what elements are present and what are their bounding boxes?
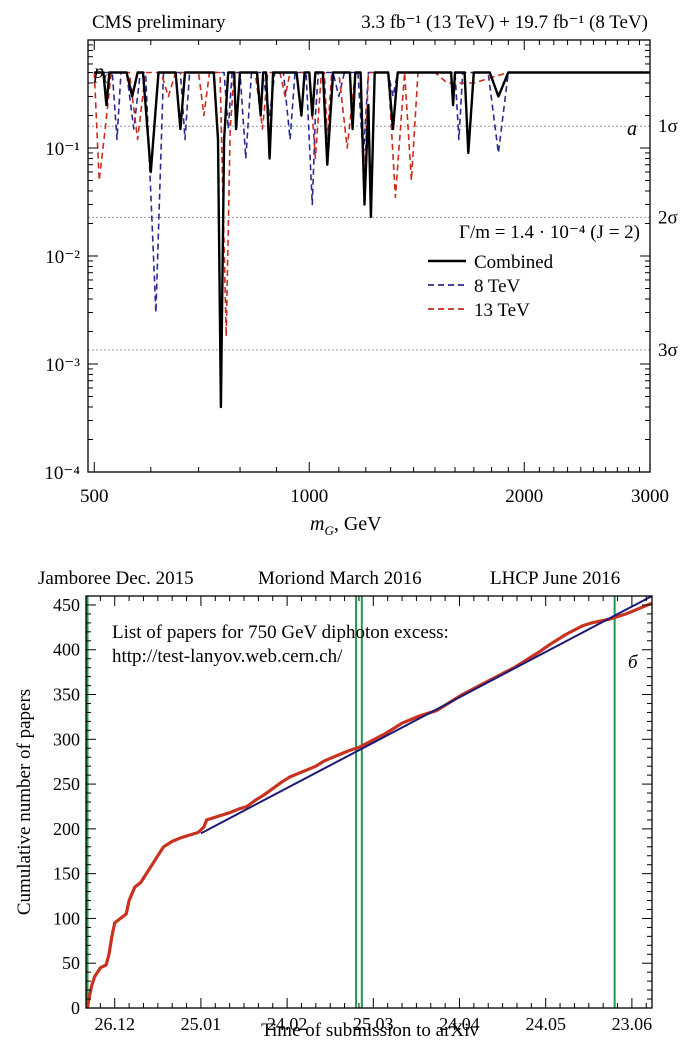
legend-label-2: 8 TeV [474, 276, 521, 297]
y-tick-label: 0 [71, 998, 80, 1018]
x-tick-label-3000: 3000 [631, 486, 669, 507]
panel-a-xticks: 500 1000 2000 3000 [80, 40, 669, 507]
panel-a-series [93, 71, 650, 409]
panel-a-xlabel-sub: G [324, 523, 334, 538]
series-line-13-tev [93, 71, 650, 338]
panel-b-xticks: 26.12 25.01 24.02 25.03 24.04 24.05 23.06 [85, 596, 653, 1034]
panel-a: CMS preliminary 3.3 fb⁻¹ (13 TeV) + 19.7… [44, 12, 677, 538]
panel-b-yticks: 0 50 100 150 200 250 300 350 400 450 [53, 595, 652, 1018]
series-line-fit [200, 595, 653, 835]
x-tick-label: 24.05 [525, 1014, 566, 1034]
y-tick-label: 200 [53, 819, 80, 839]
panel-a-yticks: 10⁻¹ 10⁻² 10⁻³ 10⁻⁴ [44, 39, 650, 484]
panel-a-ylabel-sub: 0 [104, 71, 111, 86]
panel-b-annotation-1: List of papers for 750 GeV diphoton exce… [112, 622, 449, 643]
panel-b-top-label-2: Moriond March 2016 [258, 568, 422, 589]
legend-label-1: Combined [474, 252, 554, 273]
y-tick-label: 350 [53, 685, 80, 705]
x-tick-label-2000: 2000 [505, 486, 543, 507]
sigma-label-1: 1σ [658, 116, 678, 137]
x-tick-label: 25.01 [181, 1014, 222, 1034]
panel-b-letter: б [628, 652, 639, 673]
x-tick-label: 24.04 [439, 1014, 480, 1034]
y-tick-label: 10⁻¹ [45, 139, 80, 160]
x-tick-label: 24.02 [267, 1014, 308, 1034]
y-tick-label: 450 [53, 595, 80, 615]
panel-b-top-label-3: LHCP June 2016 [490, 568, 620, 589]
panel-b-top-label-1: Jamboree Dec. 2015 [38, 568, 194, 589]
panel-a-title-left: CMS preliminary [92, 12, 226, 33]
panel-a-annotation: Γ/m = 1.4 · 10⁻⁴ (J = 2) [459, 222, 640, 243]
y-tick-label: 10⁻² [45, 247, 80, 268]
panel-b-series [85, 595, 653, 1009]
y-tick-label: 10⁻⁴ [44, 463, 80, 484]
y-tick-label: 150 [53, 864, 80, 884]
panel-a-title-right: 3.3 fb⁻¹ (13 TeV) + 19.7 fb⁻¹ (8 TeV) [361, 12, 648, 33]
legend-label-3: 13 TeV [474, 300, 530, 321]
x-tick-label: 23.06 [612, 1014, 653, 1034]
panel-b-xlabel: Time of submission to arXiv [261, 1020, 479, 1041]
panel-a-letter: a [627, 118, 637, 140]
y-tick-label: 300 [53, 729, 80, 749]
x-tick-label-500: 500 [80, 486, 109, 507]
x-tick-label: 25.03 [353, 1014, 394, 1034]
series-line-combined [94, 71, 650, 409]
sigma-label-3: 3σ [658, 340, 678, 361]
y-tick-label: 10⁻³ [45, 355, 80, 376]
panel-b-annotation-2: http://test-lanyov.web.cern.ch/ [112, 646, 343, 667]
y-tick-label: 400 [53, 640, 80, 660]
panel-b: Jamboree Dec. 2015 Moriond March 2016 LH… [14, 568, 653, 1041]
panel-b-ylabel: Cumulative number of papers [14, 689, 35, 915]
series-line-cumulative-papers [85, 601, 653, 1009]
x-tick-label-1000: 1000 [290, 486, 328, 507]
panel-a-ylabel: p0 [92, 61, 111, 86]
sigma-label-2: 2σ [658, 207, 678, 228]
panel-a-xlabel: mG, GeV [310, 513, 382, 538]
y-tick-label: 100 [53, 908, 80, 928]
x-tick-label: 26.12 [94, 1014, 135, 1034]
y-tick-label: 250 [53, 774, 80, 794]
y-tick-label: 50 [62, 953, 80, 973]
panel-a-legend: Combined 8 TeV 13 TeV [428, 252, 554, 321]
